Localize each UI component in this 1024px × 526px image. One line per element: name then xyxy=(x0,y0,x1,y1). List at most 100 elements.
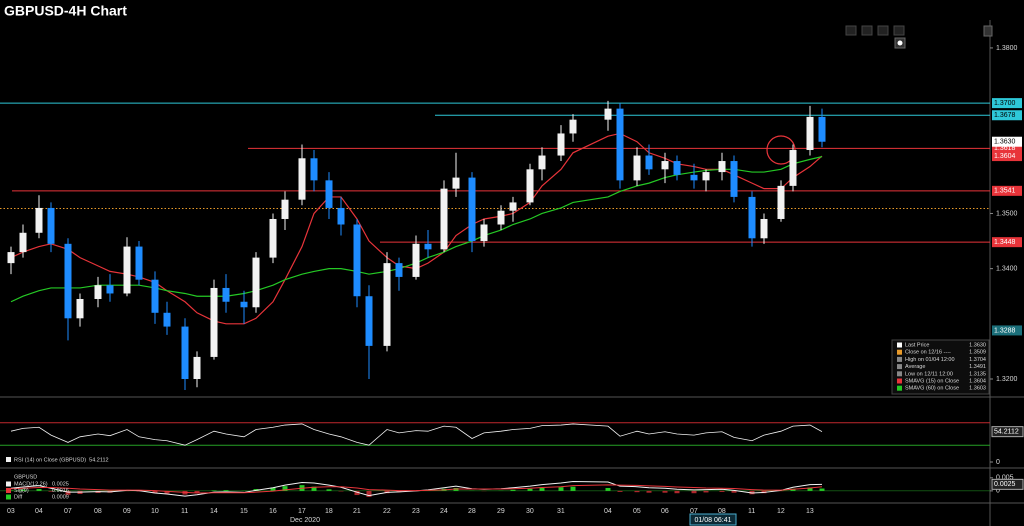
candle-body xyxy=(412,243,420,277)
tool-button[interactable] xyxy=(845,25,857,36)
legend-label: SMAVG (15) on Close xyxy=(905,378,959,384)
tool-button[interactable] xyxy=(861,25,873,36)
price-tag xyxy=(992,136,1022,147)
candle-body xyxy=(509,202,517,211)
x-tick-label: 12 xyxy=(777,508,785,515)
histogram-bar xyxy=(662,490,668,493)
candle-body xyxy=(760,218,768,239)
price-tag xyxy=(992,325,1022,336)
x-tick-label: 08 xyxy=(94,508,102,515)
histogram-bar xyxy=(164,490,170,494)
candle-body xyxy=(526,169,534,203)
candle-body xyxy=(240,301,248,308)
histogram-bar xyxy=(326,489,332,491)
x-tick-label: 13 xyxy=(806,508,814,515)
price-tag-label: 1.3678 xyxy=(994,112,1016,119)
legend-value: 1.3135 xyxy=(969,371,986,377)
candle-body xyxy=(424,243,432,250)
histogram-bar xyxy=(194,490,200,493)
histogram-bar xyxy=(617,490,623,492)
candle-body xyxy=(365,296,373,346)
y-tick-label: 1.3200 xyxy=(996,376,1018,383)
candle-body xyxy=(298,158,306,200)
histogram-bar xyxy=(354,490,360,496)
legend-value: 0.0009 xyxy=(52,494,69,500)
legend-swatch xyxy=(897,349,902,355)
legend-label: RSI (14) on Close (GBPUSD) xyxy=(14,457,86,463)
histogram-bar xyxy=(558,487,564,491)
legend-swatch xyxy=(6,481,11,487)
candle-body xyxy=(310,158,318,181)
candle-body xyxy=(480,224,488,242)
legend-title: GBPUSD xyxy=(14,474,37,480)
histogram-bar xyxy=(719,490,725,492)
x-tick-label: 21 xyxy=(353,508,361,515)
candle-body xyxy=(337,207,345,225)
tool-button[interactable] xyxy=(893,25,905,36)
candle-body xyxy=(135,246,143,280)
candle-body xyxy=(616,108,624,181)
settings-icon xyxy=(897,40,903,46)
price-tag-label: 1.3448 xyxy=(994,239,1016,246)
legend-label: Diff xyxy=(14,494,23,500)
x-tick-label: 11 xyxy=(181,508,188,515)
candle-body xyxy=(604,108,612,120)
candle-body xyxy=(569,119,577,134)
histogram-bar xyxy=(570,486,576,491)
menu-button[interactable] xyxy=(983,25,993,37)
candle-body xyxy=(123,246,131,294)
price-tag-label: 1.3630 xyxy=(994,139,1016,146)
legend-box xyxy=(891,339,990,395)
candle-body xyxy=(7,252,15,264)
candle-body xyxy=(748,196,756,239)
candle-body xyxy=(19,232,27,253)
legend-swatch xyxy=(897,364,902,370)
x-tick-label: 03 xyxy=(7,508,15,515)
legend-label: Close on 12/16 ---- xyxy=(905,350,951,356)
histogram-bar xyxy=(152,490,158,494)
candle-body xyxy=(76,298,84,319)
x-tick-label: 14 xyxy=(210,508,218,515)
legend-value: 0.0016 xyxy=(52,488,69,494)
chart-title: GBPUSD-4H Chart xyxy=(4,3,127,19)
y-tick-label: 0 xyxy=(996,488,1000,495)
legend-swatch xyxy=(897,378,902,384)
y-tick-label: 1.3500 xyxy=(996,210,1018,217)
value-tag xyxy=(991,426,1024,438)
histogram-bar xyxy=(36,489,42,491)
candle-body xyxy=(353,224,361,297)
y-tick-label: 1.3400 xyxy=(996,265,1018,272)
histogram-bar xyxy=(703,490,709,493)
annotation-circle xyxy=(766,135,796,165)
rsi-line xyxy=(10,423,823,446)
tool-button[interactable] xyxy=(877,25,889,36)
histogram-bar xyxy=(366,490,372,497)
histogram-bar xyxy=(282,486,288,491)
candle-body xyxy=(222,287,230,302)
x-tick-label: 17 xyxy=(298,508,306,515)
legend-value: 1.3603 xyxy=(969,386,986,392)
histogram-bar xyxy=(338,490,344,492)
candle-body xyxy=(210,287,218,357)
candle-body xyxy=(47,207,55,244)
candle-body xyxy=(440,188,448,250)
y-tick-label: 0 xyxy=(996,459,1000,466)
candle-body xyxy=(64,243,72,319)
candle-body xyxy=(151,279,159,313)
x-tick-label: 16 xyxy=(269,508,277,515)
y-tick-label: 0.005 xyxy=(996,475,1014,482)
histogram-bar xyxy=(731,490,737,493)
candle-body xyxy=(661,161,669,170)
price-tag xyxy=(992,237,1022,248)
histogram-bar xyxy=(48,490,54,492)
histogram-bar xyxy=(691,490,697,494)
x-tick-label: 11 xyxy=(748,508,755,515)
value-tag xyxy=(991,478,1024,490)
legend-swatch xyxy=(897,342,902,348)
x-tick-label: 06 xyxy=(661,508,669,515)
legend-label: Average xyxy=(905,364,925,370)
macd-line xyxy=(10,480,823,497)
candle-body xyxy=(395,263,403,277)
